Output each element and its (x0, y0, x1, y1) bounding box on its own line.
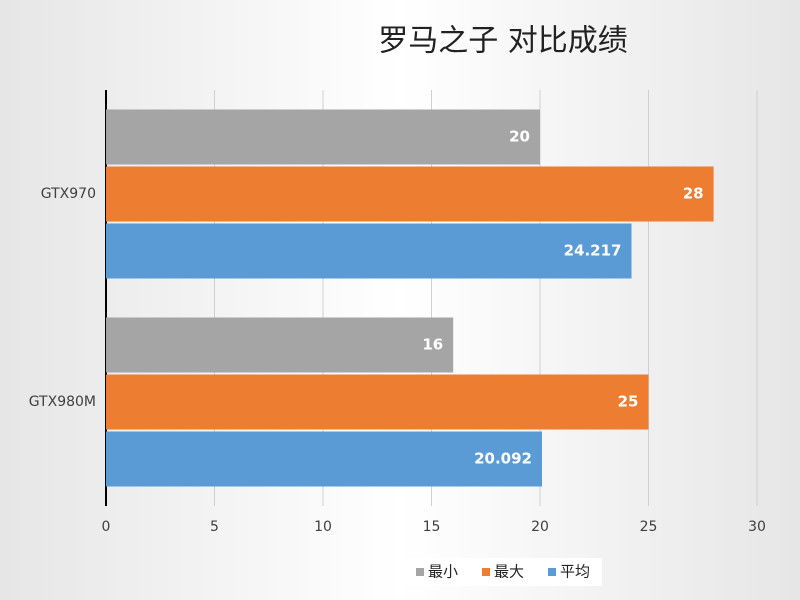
data-label: 25 (618, 393, 639, 411)
data-label: 16 (422, 336, 443, 354)
data-label: 28 (683, 185, 704, 203)
x-tick-label: 20 (531, 519, 549, 535)
y-tick-label: GTX970 (41, 186, 96, 202)
bar (106, 431, 542, 487)
x-tick-label: 25 (640, 519, 658, 535)
bar (106, 166, 714, 222)
bar (106, 317, 454, 373)
y-tick-label: GTX980M (29, 394, 96, 410)
legend-label: 最大 (494, 563, 524, 581)
bar (106, 109, 540, 165)
legend-swatch (416, 568, 424, 576)
data-label: 20.092 (474, 450, 532, 468)
x-tick-label: 30 (748, 519, 766, 535)
chart-title: 罗马之子 对比成绩 (378, 24, 628, 59)
legend-swatch (548, 568, 556, 576)
legend-label: 最小 (428, 563, 458, 581)
data-label: 24.217 (564, 242, 622, 260)
bar (106, 374, 649, 430)
legend-box (402, 558, 602, 586)
bar (106, 223, 632, 279)
x-tick-label: 0 (102, 519, 111, 535)
data-label: 20 (509, 128, 530, 146)
x-tick-label: 10 (314, 519, 332, 535)
x-tick-label: 5 (210, 519, 219, 535)
legend-swatch (482, 568, 490, 576)
x-tick-label: 15 (423, 519, 441, 535)
legend-label: 平均 (560, 563, 590, 581)
